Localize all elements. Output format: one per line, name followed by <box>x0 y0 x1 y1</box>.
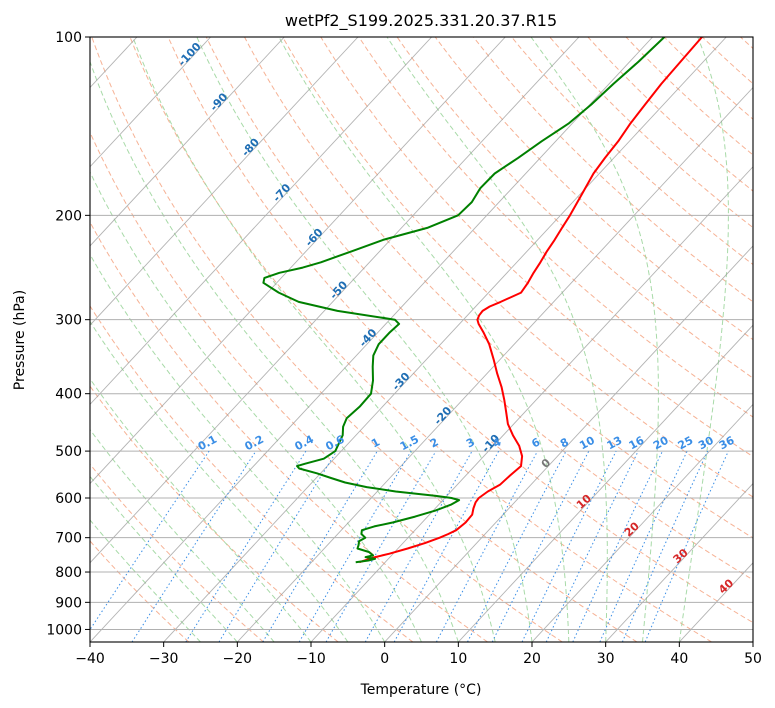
mixing-ratio-label: 36 <box>717 434 737 453</box>
x-tick-label: 40 <box>670 651 688 667</box>
moist-adiabat <box>90 519 201 642</box>
mixing-ratio-line <box>572 450 663 642</box>
dry-adiabat <box>282 37 753 498</box>
mixing-ratio-line <box>218 450 338 642</box>
mixing-ratio-label: 25 <box>676 434 696 453</box>
mixing-ratio-line <box>262 450 378 642</box>
moist-adiabat <box>90 320 349 642</box>
moist-adiabat <box>386 37 608 642</box>
moist-adiabat <box>90 60 459 642</box>
grid-layer <box>90 37 753 642</box>
axis-ticks: −40 −30 −20 −10 0 10 20 30 40 50 100 200 300 400 500 60… <box>46 30 762 667</box>
x-tick-label: −20 <box>223 651 253 667</box>
mixing-ratio-line <box>521 450 617 642</box>
mixing-ratio-line <box>545 450 639 642</box>
dry-adiabat <box>396 37 753 379</box>
mixing-ratio-line <box>393 450 500 642</box>
mixing-ratio-line <box>298 450 412 642</box>
dry-adiabat <box>90 305 414 642</box>
moist-adiabat <box>530 37 659 642</box>
moist-adiabat <box>678 37 729 642</box>
plot-frame <box>89 36 754 643</box>
isotherm-line <box>90 37 506 485</box>
isotherm-line <box>237 86 753 642</box>
isotherm-line <box>310 166 753 642</box>
isotherm-line <box>163 37 727 642</box>
x-tick-label: −10 <box>296 651 326 667</box>
mixing-ratio-line <box>599 450 688 642</box>
mixing-ratio-label: 30 <box>696 434 716 453</box>
dry-adiabat <box>90 385 339 642</box>
y-tick-label: 800 <box>55 565 82 581</box>
y-tick-label: 500 <box>55 444 82 460</box>
isotherm-line <box>458 324 753 642</box>
mixing-ratio-label: 20 <box>651 434 671 453</box>
x-tick-label: 20 <box>523 651 541 667</box>
dry-adiabat <box>90 463 264 642</box>
isotherm-line <box>90 37 432 406</box>
mixing-ratio-line <box>364 450 473 642</box>
moist-adiabat <box>90 253 386 642</box>
mixing-ratio-line <box>185 450 307 642</box>
isotherm-line <box>384 245 753 642</box>
y-tick-label: 400 <box>55 387 82 403</box>
mixing-ratio-line <box>325 450 437 642</box>
data-layer <box>262 37 703 564</box>
moist-adiabat <box>90 475 238 642</box>
mixing-ratio-label: 16 <box>627 434 647 453</box>
temperature-profile <box>359 37 703 564</box>
chart-title: wetPf2_S199.2025.331.20.37.R15 <box>285 11 557 31</box>
dry-adiabat <box>129 37 712 642</box>
dry-adiabat <box>90 131 563 642</box>
y-tick-label: 900 <box>55 595 82 611</box>
mixing-ratio-line <box>621 450 709 642</box>
mixing-ratio-label: 13 <box>605 434 625 453</box>
isotherm-line <box>90 37 653 642</box>
moist-adiabat <box>132 37 496 642</box>
x-tick-label: 0 <box>380 651 389 667</box>
moist-adiabat <box>90 428 275 642</box>
isotherm-line <box>90 37 580 564</box>
x-tick-label: 30 <box>597 651 615 667</box>
x-tick-label: −40 <box>75 651 105 667</box>
y-tick-label: 1000 <box>46 622 82 638</box>
y-tick-label: 200 <box>55 208 82 224</box>
dewpoint-profile <box>262 37 666 564</box>
x-tick-label: 50 <box>744 651 762 667</box>
mixing-ratio-line <box>644 450 729 642</box>
isotherm-line <box>605 482 753 642</box>
y-tick-label: 300 <box>55 313 82 329</box>
y-tick-label: 600 <box>55 491 82 507</box>
isotherm-line <box>90 37 285 247</box>
isotherm-line <box>90 37 211 168</box>
isotherm-line <box>531 403 753 642</box>
isotherm-line <box>90 37 359 326</box>
x-axis-label: Temperature (°C) <box>360 682 482 698</box>
y-tick-label: 100 <box>55 30 82 46</box>
x-tick-label: 10 <box>449 651 467 667</box>
dry-adiabat <box>473 37 753 303</box>
dry-adiabat <box>549 37 753 229</box>
dry-adiabat <box>167 37 753 624</box>
y-tick-label: 700 <box>55 531 82 547</box>
y-axis-label: Pressure (hPa) <box>12 290 28 390</box>
moist-adiabat <box>278 37 570 642</box>
mixing-ratio-label: 10 <box>577 434 597 453</box>
dry-adiabat <box>358 37 753 418</box>
moist-adiabat <box>196 37 533 642</box>
x-tick-label: −30 <box>149 651 179 667</box>
moist-adiabat <box>90 170 422 642</box>
dry-adiabat <box>625 37 753 156</box>
dry-adiabat <box>91 37 638 642</box>
